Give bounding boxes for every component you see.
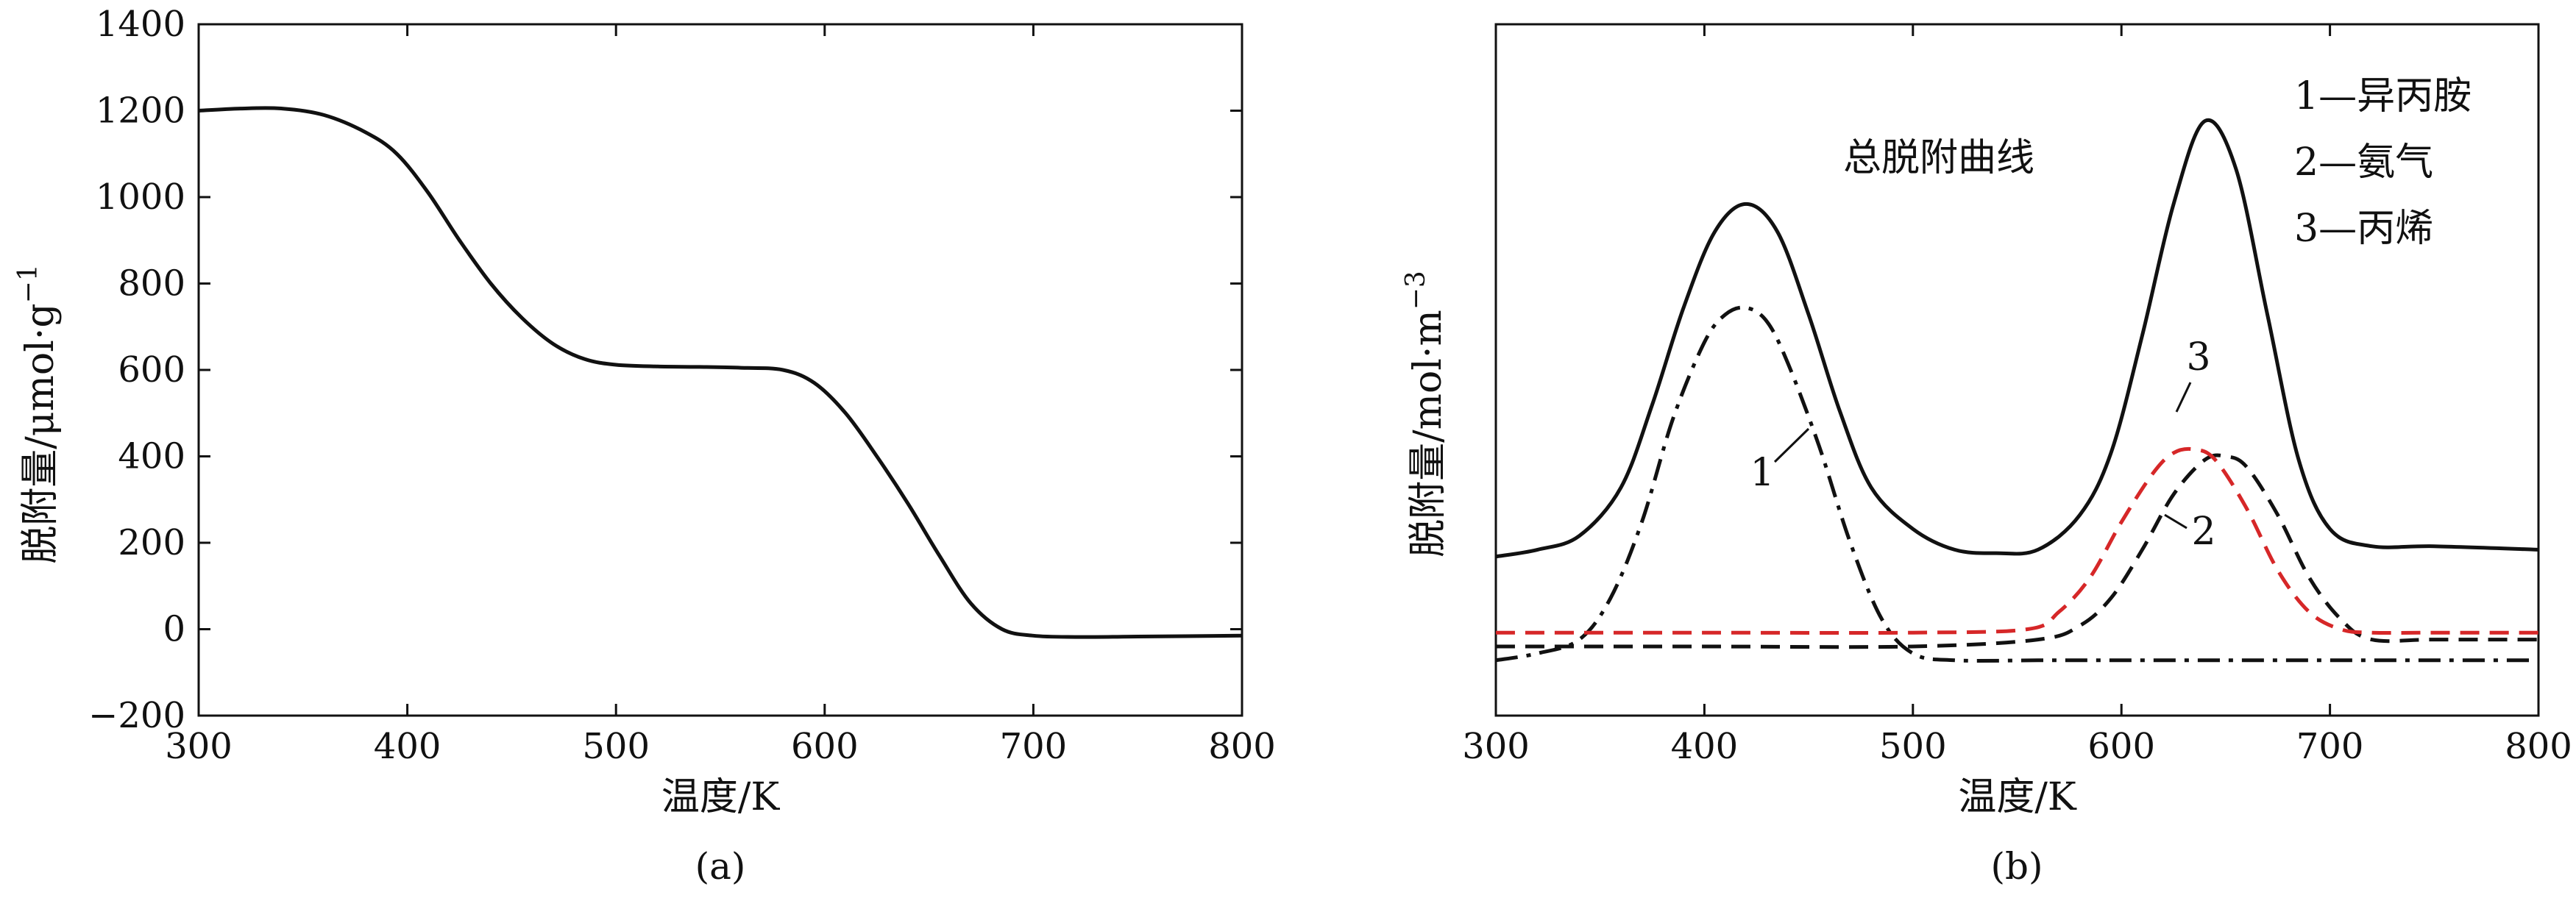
y-axis-label-text: 脱附量/μmol·g: [18, 303, 63, 563]
x-tick-label: 300: [165, 726, 233, 767]
x-tick-label: 600: [791, 726, 859, 767]
x-tick-label: 400: [374, 726, 441, 767]
y-tick-label: 1400: [96, 4, 185, 45]
panel-label: (a): [695, 845, 746, 888]
legend-entry: 3—丙烯: [2294, 207, 2433, 251]
series-line-总脱附曲线: [1495, 118, 2539, 559]
annotation-curve-1: 1: [1750, 451, 1774, 495]
y-axis-label-superscript: −1: [13, 264, 43, 303]
leader-line-3: [2175, 382, 2192, 413]
legend-entry: 2—氨气: [2294, 140, 2433, 185]
panel-a: 300 400 500 600 700 800 −200 0 200 400 600 800 1000 1…: [13, 4, 1276, 888]
annotation-curve-3: 3: [2186, 335, 2210, 379]
y-tick-label: −200: [88, 695, 185, 736]
series-line-3: [1495, 446, 2538, 635]
x-tick-label: 800: [2505, 726, 2572, 767]
x-tick-label: 500: [582, 726, 650, 767]
series-line-1: [1495, 305, 2538, 663]
x-axis-label: 温度/K: [1958, 775, 2077, 819]
x-tick-label: 400: [1671, 726, 1739, 767]
legend-entry: 1—异丙胺: [2294, 74, 2472, 118]
x-tick-label: 500: [1879, 726, 1947, 767]
series-line: [198, 106, 1243, 639]
x-tick-label: 800: [1208, 726, 1276, 767]
x-tick-label: 700: [1000, 726, 1068, 767]
y-tick-label: 400: [118, 436, 185, 477]
y-tick-label: 800: [118, 263, 185, 304]
panel-label: (b): [1990, 845, 2043, 888]
x-tick-label: 300: [1462, 726, 1530, 767]
y-axis-label-text: 脱附量/mol·m: [1406, 310, 1450, 557]
y-tick-label: 200: [118, 522, 185, 563]
y-tick-label: 1000: [96, 177, 185, 218]
series-line-2: [1496, 453, 2538, 649]
leader-line-1: [1773, 427, 1810, 463]
y-tick-label: 0: [163, 609, 185, 650]
plot-frame: [1494, 23, 2540, 717]
panel-b: 300 400 500 600 700 800 温度/K 脱附量/mol·m−3 (b) 1—异丙…: [1401, 23, 2572, 888]
x-axis-label: 温度/K: [661, 775, 781, 819]
y-axis-label: 脱附量/mol·m−3: [1401, 271, 1450, 557]
y-axis-label: 脱附量/μmol·g−1: [13, 264, 63, 563]
annotation-curve-2: 2: [2191, 510, 2215, 554]
y-axis-label-superscript: −3: [1401, 271, 1431, 310]
x-tick-label: 600: [2087, 726, 2155, 767]
annotation-total-curve: 总脱附曲线: [1843, 136, 2034, 180]
x-tick-label: 700: [2296, 726, 2364, 767]
leader-line-2: [2164, 513, 2188, 530]
y-tick-label: 600: [118, 349, 185, 391]
y-tick-label: 1200: [96, 90, 185, 132]
